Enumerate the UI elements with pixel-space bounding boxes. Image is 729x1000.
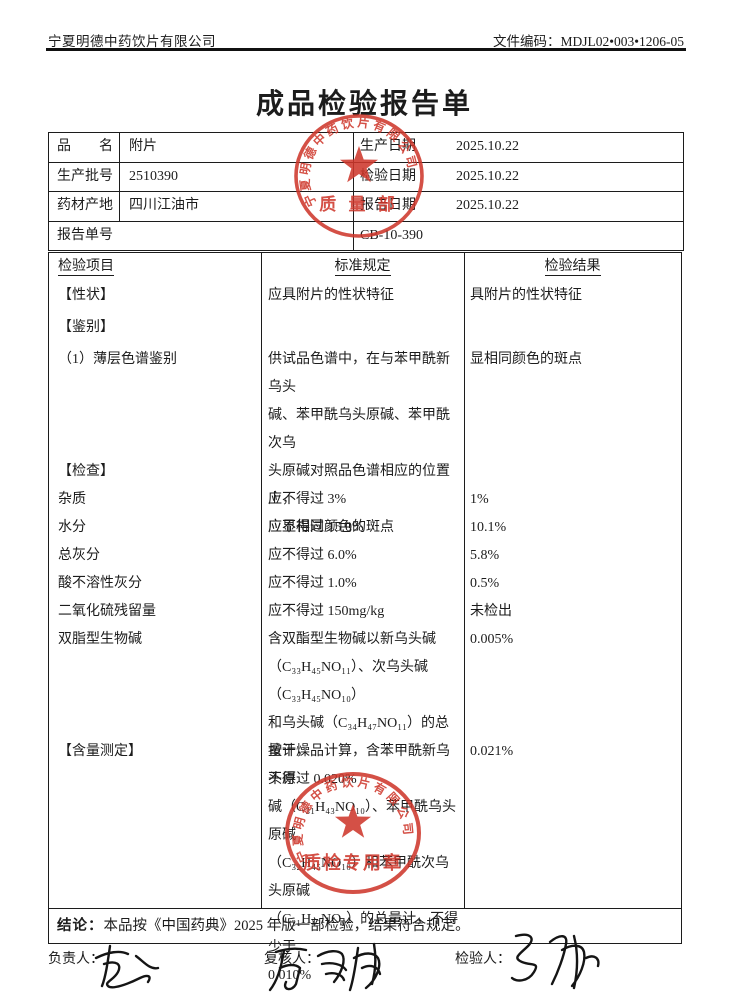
report-date-value: 2025.10.22 bbox=[456, 198, 519, 214]
row-item: 总灰分 bbox=[58, 548, 100, 563]
item-header: 检验项目 bbox=[58, 259, 114, 276]
row-result: 10.1% bbox=[470, 520, 507, 535]
info-row-origin: 药材产地 四川江油市 报告日期 2025.10.22 bbox=[49, 191, 683, 221]
doc-code: 文件编码：MDJL02•003•1206-05 bbox=[493, 30, 684, 50]
row-item: 【含量测定】 bbox=[58, 744, 142, 759]
row-standard: 按干燥品计算，含苯甲酰新乌头原 碱（C₃₁H₄₃NO₁₀）、苯甲酰乌头原碱 （C… bbox=[268, 744, 459, 983]
row-item: 【性状】 bbox=[58, 288, 114, 303]
batch-label: 生产批号 bbox=[49, 162, 120, 192]
responsible-signature bbox=[94, 944, 160, 989]
row-result: 0.5% bbox=[470, 576, 500, 591]
row-standard: 应具附片的性状特征 bbox=[268, 288, 394, 303]
product-value: 附片 bbox=[120, 133, 354, 162]
row-result: 显相同颜色的斑点 bbox=[470, 352, 582, 367]
row-result: 未检出 bbox=[470, 604, 512, 619]
star-icon bbox=[340, 146, 378, 183]
qc-seal-stamp: 宁夏明德中药饮片有限公司 质检专用章 bbox=[285, 772, 421, 894]
row-item: 酸不溶性灰分 bbox=[58, 576, 142, 591]
test-date-label: 检验日期 bbox=[360, 168, 416, 184]
row-result: 1% bbox=[470, 492, 489, 507]
responsible-label: 负责人： bbox=[48, 952, 104, 967]
row-item: （1）薄层色谱鉴别 bbox=[58, 352, 177, 367]
report-no-value: CB-10-390 bbox=[360, 227, 423, 243]
row-item: 双脂型生物碱 bbox=[58, 632, 142, 647]
row-standard: 供试品色谱中，在与苯甲酰新乌头 碱、苯甲酰乌头原碱、苯甲酰次乌 头原碱对照品色谱… bbox=[268, 352, 450, 535]
reviewer-label: 复核人： bbox=[264, 952, 320, 967]
row-result: 0.021% bbox=[470, 744, 514, 759]
row-item: 【检查】 bbox=[58, 464, 114, 479]
row-item: 【鉴别】 bbox=[58, 320, 114, 335]
row-standard: 应不得过 3% bbox=[268, 492, 347, 507]
doc-code-label: 文件编码： bbox=[493, 34, 561, 49]
inspector-label: 检验人： bbox=[455, 952, 511, 967]
column-divider-2 bbox=[464, 253, 466, 908]
conclusion-text: 本品按《中国药典》2025 年版一部检验，结果符合规定。 bbox=[103, 918, 470, 934]
reviewer-signature bbox=[268, 942, 382, 992]
quality-dept-stamp: 宁夏明德中药饮片有限公司 质 量 部 bbox=[294, 114, 424, 238]
row-result: 5.8% bbox=[470, 548, 500, 563]
origin-value: 四川江油市 bbox=[120, 192, 354, 221]
row-standard: 应不得过 6.0% bbox=[268, 548, 357, 563]
signature-row: 负责人： 复核人： 检验人： bbox=[0, 946, 729, 1000]
stamp-center-text: 质检专用章 bbox=[303, 852, 403, 873]
prod-date-label: 生产日期 bbox=[360, 139, 416, 154]
star-icon bbox=[335, 804, 371, 838]
prod-date-value: 2025.10.22 bbox=[456, 139, 519, 154]
origin-label: 药材产地 bbox=[49, 192, 120, 221]
test-date-value: 2025.10.22 bbox=[456, 168, 519, 184]
info-row-product: 品 名 附片 生产日期 2025.10.22 bbox=[49, 133, 683, 162]
conclusion-label: 结论： bbox=[57, 918, 104, 934]
result-header: 检验结果 bbox=[544, 259, 601, 276]
report-date-label: 报告日期 bbox=[360, 198, 416, 214]
product-label: 品 名 bbox=[49, 133, 120, 162]
row-standard: 应不得过 15.0% bbox=[268, 520, 364, 535]
info-row-report-no: 报告单号 CB-10-390 bbox=[49, 220, 683, 251]
row-item: 杂质 bbox=[58, 492, 86, 507]
standard-header: 标准规定 bbox=[334, 259, 391, 276]
row-item: 二氧化硫残留量 bbox=[58, 604, 156, 619]
column-divider-1 bbox=[261, 253, 263, 908]
row-result: 0.005% bbox=[470, 632, 514, 647]
row-standard: 应不得过 1.0% bbox=[268, 576, 357, 591]
conclusion-row: 结论：本品按《中国药典》2025 年版一部检验，结果符合规定。 bbox=[48, 908, 682, 944]
company-name: 宁夏明德中药饮片有限公司 bbox=[48, 34, 216, 49]
row-standard: 应不得过 150mg/kg bbox=[268, 604, 385, 619]
inspector-signature bbox=[510, 933, 600, 990]
doc-code-value: MDJL02•003•1206-05 bbox=[560, 34, 684, 49]
results-table: 检验项目 标准规定 检验结果 【性状】 应具附片的性状特征 具附片的性状特征 【… bbox=[48, 252, 682, 983]
row-result: 具附片的性状特征 bbox=[470, 288, 582, 303]
row-standard: 含双酯型生物碱以新乌头碱 （C₃₃H₄₅NO₁₁）、次乌头碱（C₃₃H₄₅NO₁… bbox=[268, 632, 449, 787]
header-rule bbox=[46, 48, 686, 51]
stamp-center-text: 质 量 部 bbox=[319, 194, 399, 214]
info-table: 品 名 附片 生产日期 2025.10.22 生产批号 2510390 检验日期… bbox=[48, 132, 684, 252]
row-item: 水分 bbox=[58, 520, 86, 535]
